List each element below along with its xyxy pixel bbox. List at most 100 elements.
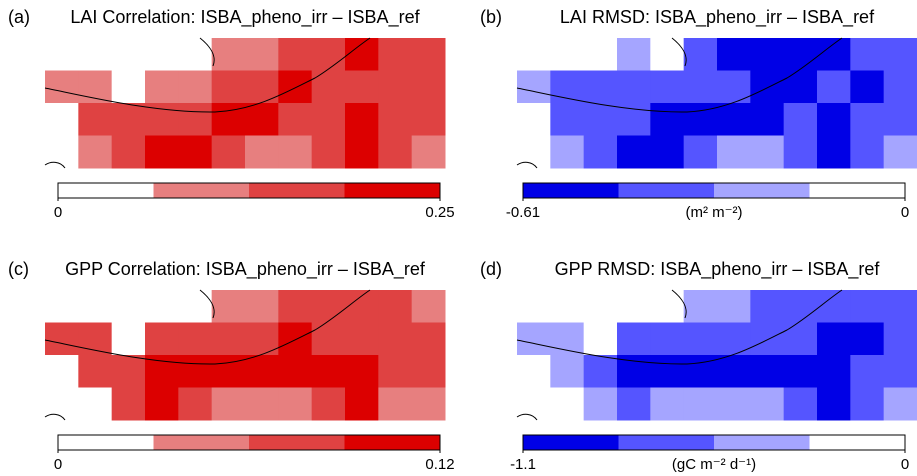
grid-cell <box>817 38 851 71</box>
grid-cell <box>378 322 413 356</box>
colorbar-tick-label: 0.12 <box>425 456 454 473</box>
grid-cell <box>850 103 885 136</box>
grid-cell <box>883 387 917 421</box>
grid-cell <box>517 103 551 136</box>
grid-cell <box>78 135 113 169</box>
grid-cell <box>45 387 79 421</box>
grid-cell <box>111 38 146 71</box>
grid-cell <box>145 387 179 421</box>
grid-cell <box>850 70 885 104</box>
grid-cell <box>145 135 179 169</box>
grid-cell <box>378 387 413 421</box>
grid-cell <box>617 135 651 169</box>
grid-cell <box>550 387 585 421</box>
grid-cell <box>345 290 379 323</box>
grid-cell <box>211 38 246 71</box>
grid-cell <box>783 355 818 388</box>
colorbar-bin <box>153 183 249 198</box>
colorbar-bin <box>344 435 440 450</box>
grid-cell <box>783 387 818 421</box>
grid-cell <box>883 38 917 71</box>
grid-cell <box>311 387 346 421</box>
grid-cell <box>78 103 113 136</box>
grid-cell <box>617 355 651 388</box>
panel-title: LAI Correlation: ISBA_pheno_irr – ISBA_r… <box>70 7 420 28</box>
colorbar-bin <box>249 183 345 198</box>
grid-cell <box>617 387 651 421</box>
grid-cell <box>617 38 651 71</box>
grid-cell <box>617 290 651 323</box>
grid-cell <box>278 387 313 421</box>
grid-cell <box>178 103 213 136</box>
grid-cell <box>817 103 851 136</box>
grid-cell <box>783 70 818 104</box>
grid-cell <box>650 70 685 104</box>
grid-cell <box>278 103 313 136</box>
grid-cell <box>583 70 618 104</box>
grid-cell <box>378 103 413 136</box>
grid-cell <box>345 135 379 169</box>
grid-cell <box>111 290 146 323</box>
colorbar-bin <box>344 183 440 198</box>
grid-cell <box>717 103 751 136</box>
grid-cell <box>411 38 446 71</box>
grid-cell <box>617 103 651 136</box>
colorbar-bin <box>153 435 249 450</box>
panel-label: (d) <box>480 259 502 279</box>
grid-cell <box>378 355 413 388</box>
grid-cell <box>683 290 718 323</box>
grid-cell <box>550 38 585 71</box>
grid-cell <box>883 355 917 388</box>
grid-cell <box>245 387 279 421</box>
grid-cell <box>211 322 246 356</box>
grid-cell <box>311 70 346 104</box>
grid-cell <box>278 290 313 323</box>
grid-cell <box>583 355 618 388</box>
panel-title: LAI RMSD: ISBA_pheno_irr – ISBA_ref <box>560 7 875 28</box>
grid-cell <box>345 38 379 71</box>
grid-cell <box>683 38 718 71</box>
grid-cell <box>750 290 785 323</box>
grid-cell <box>817 70 851 104</box>
colorbar-bin <box>58 183 154 198</box>
grid-cell <box>111 387 146 421</box>
grid-cell <box>850 322 885 356</box>
map <box>44 37 446 169</box>
grid-cell <box>750 387 785 421</box>
grid-cell <box>683 103 718 136</box>
grid-cell <box>211 387 246 421</box>
colorbar-frame <box>522 434 906 451</box>
grid-cell <box>617 70 651 104</box>
grid-cell <box>783 322 818 356</box>
grid-cell <box>311 322 346 356</box>
grid-cell <box>411 322 446 356</box>
grid-cell <box>345 355 379 388</box>
colorbar-tick-label: -0.61 <box>506 204 540 221</box>
colorbar-bin <box>523 183 619 198</box>
grid-cell <box>45 355 79 388</box>
grid-cell <box>278 322 313 356</box>
grid-cell <box>45 70 79 104</box>
grid-cell <box>517 70 551 104</box>
grid-cell <box>411 355 446 388</box>
grid-cell <box>517 387 551 421</box>
grid-cell <box>517 322 551 356</box>
grid-cell <box>883 103 917 136</box>
grid-cell <box>783 38 818 71</box>
grid-cell <box>78 290 113 323</box>
grid-cell <box>378 290 413 323</box>
grid-cell <box>650 355 685 388</box>
grid-cell <box>178 38 213 71</box>
grid-cell <box>750 103 785 136</box>
grid-cell <box>411 135 446 169</box>
grid-cell <box>517 290 551 323</box>
grid-cell <box>817 387 851 421</box>
grid-cell <box>650 290 685 323</box>
colorbar-bin <box>249 435 345 450</box>
colorbar-tick-label: 0 <box>901 204 909 221</box>
grid-cell <box>717 38 751 71</box>
grid-cell <box>517 135 551 169</box>
colorbar-bin <box>618 435 714 450</box>
grid-cell <box>145 103 179 136</box>
